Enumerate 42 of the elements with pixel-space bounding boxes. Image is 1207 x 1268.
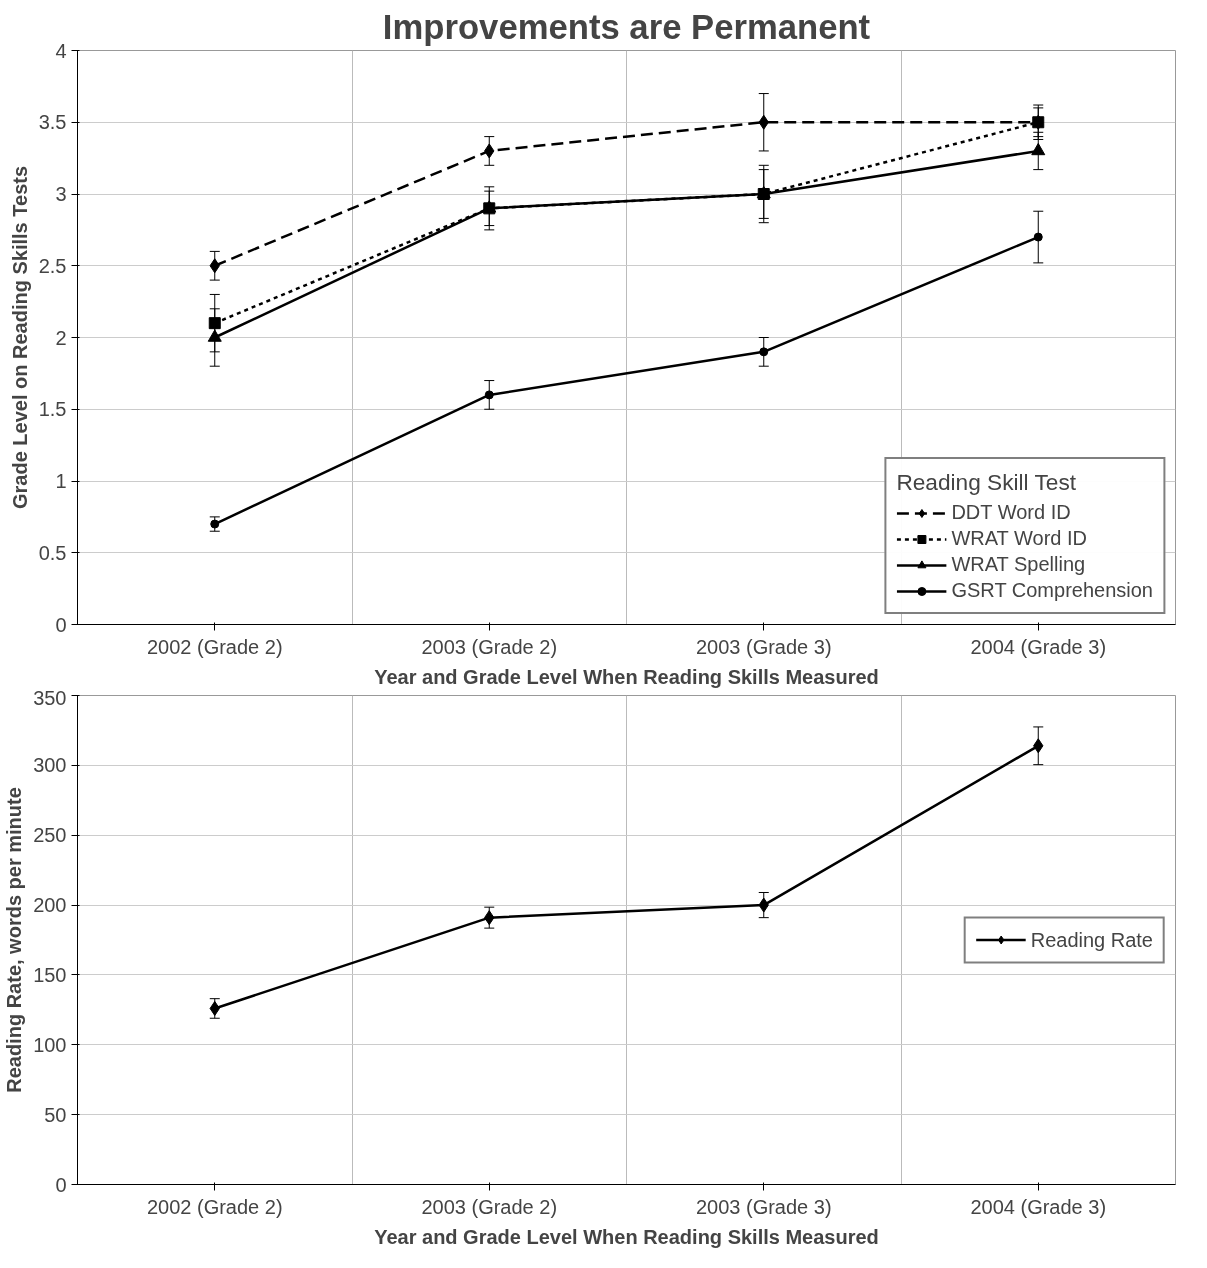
x-tick-label: 2003 (Grade 3) <box>695 1195 832 1218</box>
x-tick-label: 2003 (Grade 3) <box>695 635 832 658</box>
y-axis-title: Grade Level on Reading Skills Tests <box>8 165 31 510</box>
y-tick-label: 1.5 <box>38 398 67 421</box>
x-tick-label: 2003 (Grade 2) <box>421 1195 558 1218</box>
x-tick-label: 2004 (Grade 3) <box>970 1195 1107 1218</box>
y-tick-label: 100 <box>33 1033 67 1056</box>
point <box>1033 232 1043 242</box>
point <box>208 317 221 330</box>
y-axis-title: Reading Rate, words per minute <box>3 787 26 1093</box>
x-tick-label: 2002 (Grade 2) <box>146 1195 283 1218</box>
point <box>759 347 769 357</box>
y-tick-label: 3.5 <box>38 111 67 134</box>
y-tick-label: 0.5 <box>38 541 67 564</box>
point <box>207 329 222 342</box>
x-axis-title: Year and Grade Level When Reading Skills Measured <box>374 1225 879 1248</box>
chart-title: Improvements are Permanent <box>382 7 871 46</box>
y-tick-label: 2.5 <box>38 254 67 277</box>
legend-title: Reading Skill Test <box>896 469 1078 496</box>
point <box>1031 142 1046 156</box>
y-tick-label: 300 <box>33 754 67 777</box>
y-tick-label: 1 <box>55 470 67 492</box>
y-tick-label: 150 <box>33 963 67 986</box>
point <box>484 390 494 400</box>
legend-label: WRAT Word ID <box>951 527 1087 550</box>
y-tick-label: 50 <box>44 1103 67 1126</box>
y-tick-label: 0 <box>55 613 67 636</box>
y-tick-label: 2 <box>55 326 67 349</box>
y-tick-label: 250 <box>33 824 67 847</box>
legend-label: GSRT Comprehension <box>951 579 1153 602</box>
y-tick-label: 0 <box>55 1173 67 1196</box>
legend-label: WRAT Spelling <box>951 553 1086 576</box>
x-tick-label: 2004 (Grade 3) <box>970 635 1107 658</box>
legend-label: Reading Rate <box>1030 928 1153 951</box>
x-tick-label: 2002 (Grade 2) <box>146 635 283 658</box>
y-tick-label: 350 <box>33 686 67 709</box>
y-tick-label: 4 <box>55 39 67 62</box>
x-axis-title: Year and Grade Level When Reading Skills Measured <box>374 665 879 688</box>
x-tick-label: 2003 (Grade 2) <box>421 635 558 658</box>
y-tick-label: 3 <box>55 183 67 205</box>
legend-label: DDT Word ID <box>951 501 1071 524</box>
y-tick-label: 200 <box>33 894 67 917</box>
